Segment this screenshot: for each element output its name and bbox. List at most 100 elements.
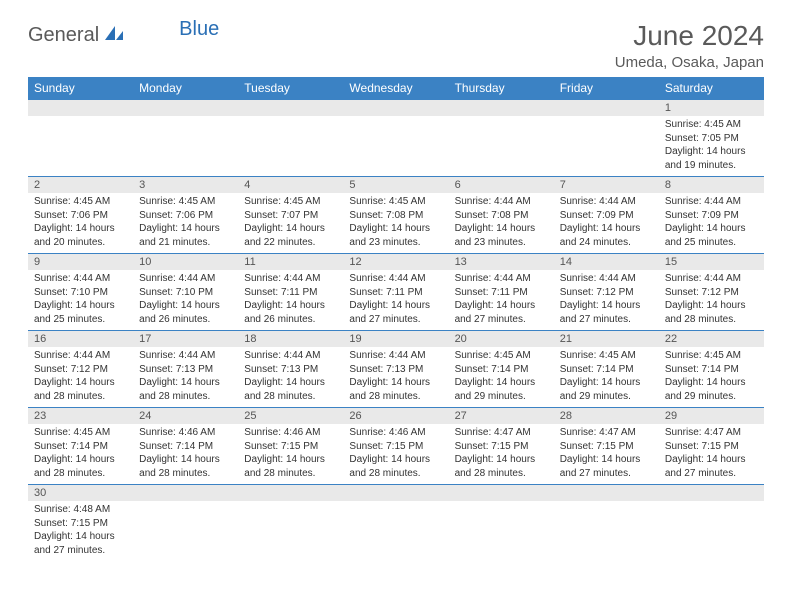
date-number-cell: 5 xyxy=(343,177,448,194)
daylight-text: Daylight: 14 hours xyxy=(34,530,127,544)
date-data-cell xyxy=(554,501,659,561)
page-header: General Blue June 2024 Umeda, Osaka, Jap… xyxy=(28,20,764,71)
sunset-text: Sunset: 7:14 PM xyxy=(455,363,548,377)
daylight-text: Daylight: 14 hours xyxy=(665,453,758,467)
daylight-text: Daylight: 14 hours xyxy=(349,222,442,236)
daylight-text: Daylight: 14 hours xyxy=(139,299,232,313)
date-data-cell: Sunrise: 4:44 AMSunset: 7:12 PMDaylight:… xyxy=(554,270,659,331)
sunrise-text: Sunrise: 4:47 AM xyxy=(665,426,758,440)
date-data-cell xyxy=(133,501,238,561)
daylight-text2: and 27 minutes. xyxy=(560,467,653,481)
calendar-table: Sunday Monday Tuesday Wednesday Thursday… xyxy=(28,77,764,561)
date-number-cell: 26 xyxy=(343,408,448,425)
date-data-cell: Sunrise: 4:44 AMSunset: 7:11 PMDaylight:… xyxy=(238,270,343,331)
daylight-text2: and 19 minutes. xyxy=(665,159,758,173)
sunset-text: Sunset: 7:11 PM xyxy=(349,286,442,300)
sunrise-text: Sunrise: 4:44 AM xyxy=(455,195,548,209)
date-data-cell: Sunrise: 4:47 AMSunset: 7:15 PMDaylight:… xyxy=(554,424,659,485)
sunrise-text: Sunrise: 4:45 AM xyxy=(665,118,758,132)
date-data-cell: Sunrise: 4:46 AMSunset: 7:15 PMDaylight:… xyxy=(343,424,448,485)
date-data-cell: Sunrise: 4:44 AMSunset: 7:13 PMDaylight:… xyxy=(133,347,238,408)
day-header: Sunday xyxy=(28,77,133,100)
daylight-text: Daylight: 14 hours xyxy=(244,453,337,467)
daylight-text: Daylight: 14 hours xyxy=(139,222,232,236)
date-number-cell xyxy=(449,485,554,502)
date-number-cell: 17 xyxy=(133,331,238,348)
sunrise-text: Sunrise: 4:45 AM xyxy=(34,195,127,209)
daylight-text2: and 28 minutes. xyxy=(349,390,442,404)
sunrise-text: Sunrise: 4:45 AM xyxy=(560,349,653,363)
date-number-cell: 4 xyxy=(238,177,343,194)
sunrise-text: Sunrise: 4:44 AM xyxy=(665,272,758,286)
daylight-text: Daylight: 14 hours xyxy=(34,299,127,313)
sunset-text: Sunset: 7:10 PM xyxy=(139,286,232,300)
sunset-text: Sunset: 7:15 PM xyxy=(34,517,127,531)
daylight-text2: and 27 minutes. xyxy=(455,313,548,327)
date-data-cell: Sunrise: 4:44 AMSunset: 7:10 PMDaylight:… xyxy=(133,270,238,331)
sunrise-text: Sunrise: 4:44 AM xyxy=(560,272,653,286)
day-header: Friday xyxy=(554,77,659,100)
date-data-row: Sunrise: 4:45 AMSunset: 7:06 PMDaylight:… xyxy=(28,193,764,254)
sunset-text: Sunset: 7:11 PM xyxy=(455,286,548,300)
date-data-cell: Sunrise: 4:44 AMSunset: 7:10 PMDaylight:… xyxy=(28,270,133,331)
sunset-text: Sunset: 7:15 PM xyxy=(349,440,442,454)
date-number-cell xyxy=(343,100,448,117)
brand-logo: General Blue xyxy=(28,20,219,47)
daylight-text: Daylight: 14 hours xyxy=(349,453,442,467)
daylight-text2: and 29 minutes. xyxy=(560,390,653,404)
sunrise-text: Sunrise: 4:45 AM xyxy=(665,349,758,363)
sunrise-text: Sunrise: 4:46 AM xyxy=(244,426,337,440)
brand-part1: General xyxy=(28,24,99,47)
sunset-text: Sunset: 7:13 PM xyxy=(244,363,337,377)
date-number-cell: 22 xyxy=(659,331,764,348)
date-data-cell: Sunrise: 4:45 AMSunset: 7:14 PMDaylight:… xyxy=(449,347,554,408)
sunset-text: Sunset: 7:05 PM xyxy=(665,132,758,146)
date-number-row: 9101112131415 xyxy=(28,254,764,271)
date-number-cell: 6 xyxy=(449,177,554,194)
daylight-text: Daylight: 14 hours xyxy=(34,376,127,390)
day-header: Thursday xyxy=(449,77,554,100)
date-data-cell: Sunrise: 4:45 AMSunset: 7:06 PMDaylight:… xyxy=(28,193,133,254)
date-data-cell: Sunrise: 4:45 AMSunset: 7:07 PMDaylight:… xyxy=(238,193,343,254)
date-data-cell xyxy=(238,116,343,177)
date-data-cell: Sunrise: 4:44 AMSunset: 7:13 PMDaylight:… xyxy=(343,347,448,408)
daylight-text: Daylight: 14 hours xyxy=(349,376,442,390)
daylight-text2: and 25 minutes. xyxy=(34,313,127,327)
sunrise-text: Sunrise: 4:44 AM xyxy=(455,272,548,286)
daylight-text2: and 27 minutes. xyxy=(349,313,442,327)
daylight-text: Daylight: 14 hours xyxy=(560,453,653,467)
date-data-cell: Sunrise: 4:47 AMSunset: 7:15 PMDaylight:… xyxy=(449,424,554,485)
date-number-cell: 2 xyxy=(28,177,133,194)
date-data-cell xyxy=(554,116,659,177)
date-data-cell: Sunrise: 4:44 AMSunset: 7:13 PMDaylight:… xyxy=(238,347,343,408)
date-number-cell xyxy=(554,485,659,502)
location-label: Umeda, Osaka, Japan xyxy=(615,54,764,71)
date-data-cell xyxy=(133,116,238,177)
sunset-text: Sunset: 7:15 PM xyxy=(455,440,548,454)
daylight-text2: and 27 minutes. xyxy=(665,467,758,481)
date-number-cell: 30 xyxy=(28,485,133,502)
date-data-row: Sunrise: 4:48 AMSunset: 7:15 PMDaylight:… xyxy=(28,501,764,561)
daylight-text2: and 28 minutes. xyxy=(34,390,127,404)
daylight-text2: and 28 minutes. xyxy=(139,390,232,404)
date-number-cell: 23 xyxy=(28,408,133,425)
date-number-cell: 28 xyxy=(554,408,659,425)
date-data-cell: Sunrise: 4:46 AMSunset: 7:15 PMDaylight:… xyxy=(238,424,343,485)
daylight-text: Daylight: 14 hours xyxy=(560,222,653,236)
date-data-row: Sunrise: 4:44 AMSunset: 7:12 PMDaylight:… xyxy=(28,347,764,408)
sunset-text: Sunset: 7:09 PM xyxy=(560,209,653,223)
date-number-cell: 29 xyxy=(659,408,764,425)
date-number-row: 2345678 xyxy=(28,177,764,194)
daylight-text: Daylight: 14 hours xyxy=(349,299,442,313)
sunrise-text: Sunrise: 4:44 AM xyxy=(349,272,442,286)
date-data-cell: Sunrise: 4:45 AMSunset: 7:08 PMDaylight:… xyxy=(343,193,448,254)
daylight-text: Daylight: 14 hours xyxy=(560,299,653,313)
date-number-cell xyxy=(238,100,343,117)
daylight-text2: and 28 minutes. xyxy=(139,467,232,481)
daylight-text2: and 28 minutes. xyxy=(244,390,337,404)
daylight-text: Daylight: 14 hours xyxy=(455,453,548,467)
sunrise-text: Sunrise: 4:44 AM xyxy=(244,349,337,363)
daylight-text: Daylight: 14 hours xyxy=(455,376,548,390)
daylight-text2: and 21 minutes. xyxy=(139,236,232,250)
sunrise-text: Sunrise: 4:44 AM xyxy=(139,349,232,363)
